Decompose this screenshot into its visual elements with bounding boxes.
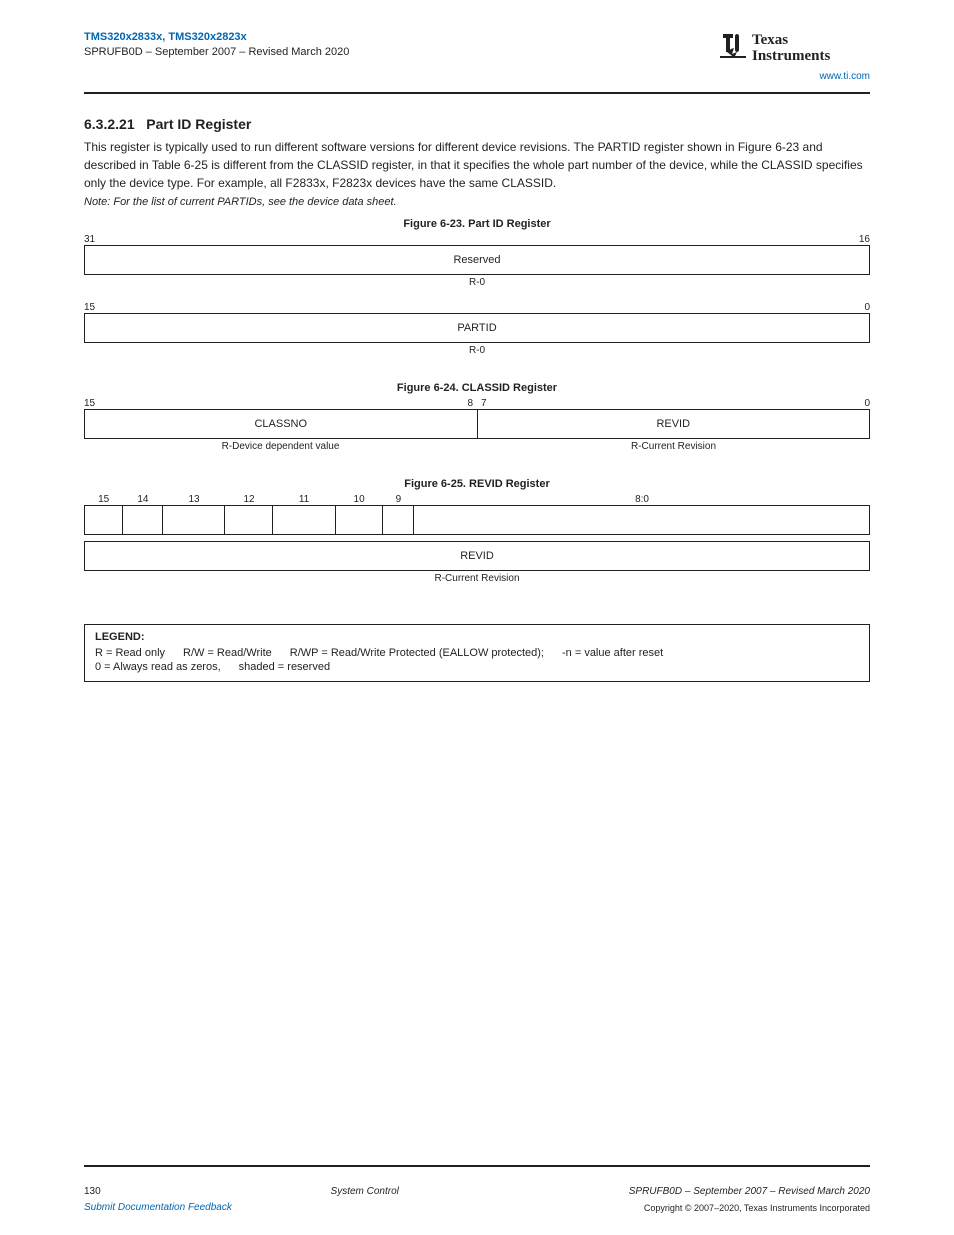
bit-label: 8:0 — [414, 494, 870, 505]
footer-doc: SPRUFB0D – September 2007 – Revised Marc… — [629, 1186, 870, 1197]
bit-label: 15 — [84, 302, 477, 313]
legend-box: LEGEND: R = Read only R/W = Read/Write R… — [84, 624, 870, 682]
fig25-register: 15 14 13 12 11 10 9 8:0 REVID R-Current … — [84, 494, 870, 584]
header-right: Texas Instruments www.ti.com — [720, 30, 870, 82]
bit-label: 16 — [477, 234, 870, 245]
bit-label: 8 — [279, 398, 478, 409]
www-link[interactable]: www.ti.com — [720, 71, 870, 82]
fig25-caption: Figure 6-25. REVID Register — [84, 478, 870, 490]
reg-bit-cell — [273, 505, 336, 535]
reg-access: R-Current Revision — [477, 439, 870, 452]
page-number: 130 — [84, 1186, 101, 1197]
bit-label: 0 — [477, 302, 870, 313]
footer-row: 130 System Control SPRUFB0D – September … — [84, 1186, 870, 1197]
bit-label: 13 — [163, 494, 226, 505]
legend-item: R/W = Read/Write — [183, 647, 272, 659]
submit-feedback-link[interactable]: Submit Documentation Feedback — [84, 1202, 232, 1213]
fig24-register: 15 8 7 0 CLASSNO REVID R-Device dependen… — [84, 398, 870, 452]
section-heading: 6.3.2.21 Part ID Register — [84, 116, 870, 132]
bit-label: 7 — [477, 398, 676, 409]
footer-title: System Control — [101, 1186, 629, 1197]
reg-bit-cell — [225, 505, 272, 535]
legend-item: 0 = Always read as zeros, — [95, 661, 221, 673]
reg-bit-cell — [383, 505, 414, 535]
reg-bit-cell — [336, 505, 383, 535]
reg-access: R-Device dependent value — [84, 439, 477, 452]
reg-access: R-Current Revision — [84, 571, 870, 584]
fig23-register: 31 16 Reserved R-0 15 0 PARTID R-0 — [84, 234, 870, 356]
reg-bit-cell — [123, 505, 162, 535]
fig24-caption: Figure 6-24. CLASSID Register — [84, 382, 870, 394]
reg-field-revid: REVID — [478, 409, 871, 439]
bit-label: 14 — [123, 494, 162, 505]
bit-label: 31 — [84, 234, 477, 245]
bit-label: 15 — [84, 494, 123, 505]
copyright-text: Copyright © 2007–2020, Texas Instruments… — [644, 1203, 870, 1213]
ti-logo-icon: Texas Instruments — [720, 30, 870, 64]
reg-field-reserved: Reserved — [84, 245, 870, 275]
reg-bit-cell — [163, 505, 226, 535]
page-header: TMS320x2833x, TMS320x2823x SPRUFB0D – Se… — [84, 30, 870, 82]
fig23-caption: Figure 6-23. Part ID Register — [84, 218, 870, 230]
bit-label: 10 — [336, 494, 383, 505]
header-rule — [84, 92, 870, 94]
reg-bit-cell — [84, 505, 123, 535]
section-number: 6.3.2.21 — [84, 116, 135, 132]
bit-label: 11 — [273, 494, 336, 505]
reg-access: R-0 — [84, 343, 870, 356]
section-title: Part ID Register — [146, 116, 251, 132]
reg-field-classno: CLASSNO — [84, 409, 478, 439]
bit-label: 15 — [84, 398, 279, 409]
legend-item: -n = value after reset — [562, 647, 663, 659]
reg-field-partid: PARTID — [84, 313, 870, 343]
section-body: This register is typically used to run d… — [84, 138, 870, 192]
reg-field-revid: REVID — [84, 541, 870, 571]
doc-date: SPRUFB0D – September 2007 – Revised Marc… — [84, 45, 349, 60]
part-number-link[interactable]: TMS320x2833x, TMS320x2823x — [84, 30, 349, 45]
section-note: Note: For the list of current PARTIDs, s… — [84, 196, 870, 208]
legend-item: R = Read only — [95, 647, 165, 659]
legend-item: shaded = reserved — [239, 661, 330, 673]
logo-text-bottom: Instruments — [752, 48, 831, 64]
legend-item: R/WP = Read/Write Protected (EALLOW prot… — [290, 647, 544, 659]
bit-label: 9 — [383, 494, 414, 505]
legend-title: LEGEND: — [95, 631, 859, 643]
bit-label: 0 — [676, 398, 871, 409]
reg-access: R-0 — [84, 275, 870, 288]
page: TMS320x2833x, TMS320x2823x SPRUFB0D – Se… — [0, 0, 954, 1235]
logo-text-top: Texas — [752, 32, 788, 48]
header-left: TMS320x2833x, TMS320x2823x SPRUFB0D – Se… — [84, 30, 349, 60]
bit-label: 12 — [225, 494, 272, 505]
footer-rule — [84, 1165, 870, 1167]
reg-bit-cell — [414, 505, 870, 535]
